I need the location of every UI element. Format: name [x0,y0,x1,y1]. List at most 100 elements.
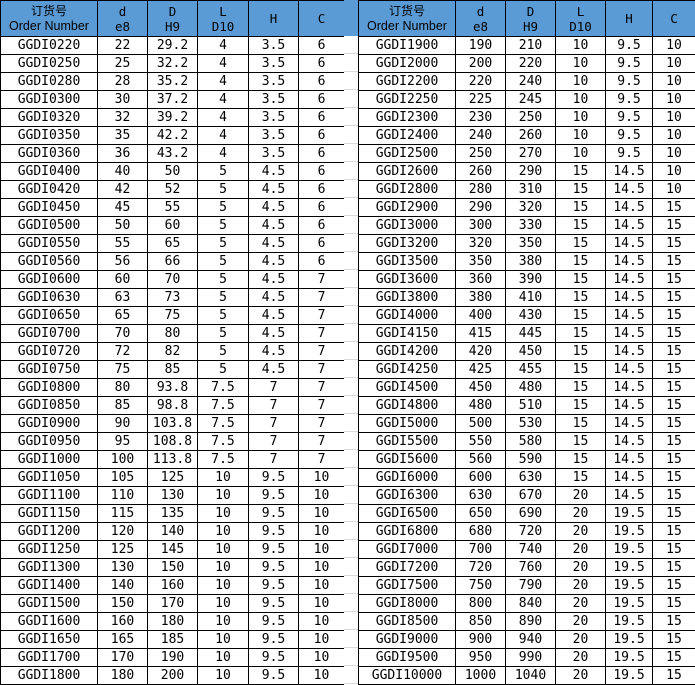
cell-L: 15 [555,468,606,487]
cell-H: 4.5 [248,270,299,289]
table-row: GGDI0700 70 80 5 4.5 7 [0,324,345,343]
cell-L: 10 [197,576,249,595]
cell-d: 120 [97,522,148,541]
cell-D: 530 [505,414,556,433]
cell-order-number: GGDI1600 [0,612,98,631]
cell-L: 20 [555,558,606,577]
table-row: GGDI0360 36 43.2 4 3.5 6 [0,144,345,163]
table-body-left: GGDI0220 22 29.2 4 3.5 6 GGDI0250 25 32.2 4 3.5 6 GG… [0,36,345,685]
table-row: GGDI2250 225 245 10 9.5 10 [358,90,695,109]
cell-d: 750 [455,576,506,595]
cell-d: 45 [97,198,148,217]
cell-order-number: GGDI7500 [358,576,456,595]
cell-C: 15 [652,378,695,397]
cell-H: 7 [248,396,299,415]
cell-L: 10 [555,36,606,55]
header-L-tol: D10 [569,18,592,34]
cell-order-number: GGDI0950 [0,432,98,451]
table-row: GGDI0630 63 73 5 4.5 7 [0,288,345,307]
cell-order-number: GGDI1100 [0,486,98,505]
cell-L: 15 [555,198,606,217]
cell-C: 15 [652,576,695,595]
table-row: GGDI2800 280 310 15 14.5 10 [358,180,695,199]
cell-C: 15 [652,324,695,343]
cell-H: 19.5 [605,522,653,541]
cell-C: 10 [298,666,345,685]
cell-d: 700 [455,540,506,559]
cell-d: 600 [455,468,506,487]
cell-L: 5 [197,324,249,343]
cell-L: 20 [555,540,606,559]
cell-C: 7 [298,324,345,343]
cell-C: 10 [298,558,345,577]
cell-order-number: GGDI7200 [358,558,456,577]
table-row: GGDI0280 28 35.2 4 3.5 6 [0,72,345,91]
header-D-label: D [168,3,177,19]
cell-H: 14.5 [605,360,653,379]
table-row: GGDI0350 35 42.2 4 3.5 6 [0,126,345,145]
cell-H: 4.5 [248,360,299,379]
cell-H: 4.5 [248,234,299,253]
cell-C: 10 [652,36,695,55]
cell-C: 15 [652,288,695,307]
cell-H: 7 [248,378,299,397]
cell-order-number: GGDI9000 [358,630,456,649]
cell-H: 9.5 [605,108,653,127]
cell-D: 135 [147,504,198,523]
cell-C: 15 [652,468,695,487]
table-row: GGDI4200 420 450 15 14.5 15 [358,342,695,361]
cell-d: 650 [455,504,506,523]
table-row: GGDI1100 110 130 10 9.5 10 [0,486,345,505]
cell-H: 4.5 [248,306,299,325]
table-row: GGDI3200 320 350 15 14.5 15 [358,234,695,253]
cell-d: 1000 [455,666,506,685]
cell-H: 14.5 [605,180,653,199]
cell-order-number: GGDI1400 [0,576,98,595]
cell-D: 890 [505,612,556,631]
cell-C: 15 [652,612,695,631]
cell-D: 65 [147,234,198,253]
cell-order-number: GGDI8000 [358,594,456,613]
cell-D: 98.8 [147,396,198,415]
cell-L: 10 [555,90,606,109]
cell-C: 10 [652,54,695,73]
cell-C: 15 [652,198,695,217]
cell-d: 130 [97,558,148,577]
cell-H: 19.5 [605,648,653,667]
cell-d: 22 [97,36,148,55]
cell-D: 50 [147,162,198,181]
cell-H: 19.5 [605,612,653,631]
cell-L: 15 [555,288,606,307]
cell-C: 15 [652,414,695,433]
table-row: GGDI0720 72 82 5 4.5 7 [0,342,345,361]
cell-L: 15 [555,360,606,379]
cell-L: 10 [197,648,249,667]
cell-D: 310 [505,180,556,199]
cell-L: 5 [197,162,249,181]
table-row: GGDI0600 60 70 5 4.5 7 [0,270,345,289]
cell-D: 390 [505,270,556,289]
cell-order-number: GGDI0280 [0,72,98,91]
cell-order-number: GGDI4500 [358,378,456,397]
cell-C: 15 [652,252,695,271]
table-row: GGDI0800 80 93.8 7.5 7 7 [0,378,345,397]
cell-H: 14.5 [605,342,653,361]
cell-C: 15 [652,342,695,361]
cell-order-number: GGDI1650 [0,630,98,649]
cell-L: 5 [197,270,249,289]
cell-C: 10 [298,468,345,487]
table-row: GGDI7500 750 790 20 19.5 15 [358,576,695,595]
cell-order-number: GGDI3600 [358,270,456,289]
cell-order-number: GGDI3000 [358,216,456,235]
cell-C: 6 [298,234,345,253]
cell-L: 5 [197,288,249,307]
cell-D: 240 [505,72,556,91]
cell-D: 840 [505,594,556,613]
header-d-tol: e8 [114,18,131,34]
cell-D: 320 [505,198,556,217]
cell-D: 70 [147,270,198,289]
cell-H: 3.5 [248,90,299,109]
cell-C: 7 [298,306,345,325]
table-row: GGDI0300 30 37.2 4 3.5 6 [0,90,345,109]
cell-C: 15 [652,234,695,253]
